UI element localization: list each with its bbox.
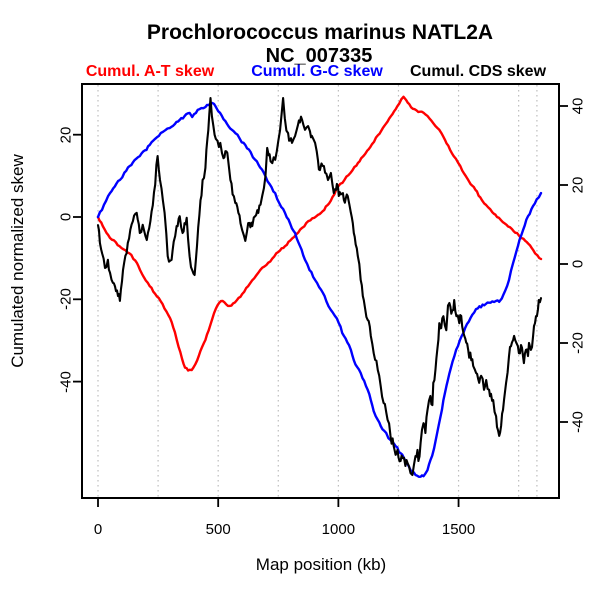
plot-border [81,83,560,499]
plot-subtitle: NC_007335 [265,45,373,67]
y-right-tick-label: 40 [569,97,587,115]
y-right-tick-label: -20 [569,332,587,354]
y-left-tick-label: 0 [57,212,75,222]
axis-ticks [73,105,568,507]
y-left-tick-label: -20 [57,288,75,311]
x-axis-label: Map position (kb) [255,555,387,574]
y-axis-label: Cumulated normalized skew [8,154,27,368]
legend-at-skew: Cumul. A-T skew [85,63,215,80]
x-tick-label: 500 [205,521,231,538]
x-tick-label: 0 [93,521,103,538]
legend-gc-skew: Cumul. G-C skew [251,63,383,80]
y-right-tick-label: -40 [569,411,587,433]
y-left-tick-label: 20 [57,126,75,144]
y-left-tick-label: -40 [57,370,75,393]
x-tick-label: 1500 [441,521,476,538]
curve-cumul-g-c-skew [96,101,543,478]
y-right-tick-label: 0 [569,259,587,269]
legend-cds-skew: Cumul. CDS skew [409,63,547,80]
y-right-tick-label: 20 [569,176,587,194]
plot-title: Prochlorococcus marinus NATL2A [146,21,494,44]
curves [96,95,543,478]
gridlines [97,85,538,497]
x-tick-label: 1000 [321,521,356,538]
curve-cumul-cds-skew [96,97,543,477]
curve-cumul-a-t-skew [96,95,543,372]
